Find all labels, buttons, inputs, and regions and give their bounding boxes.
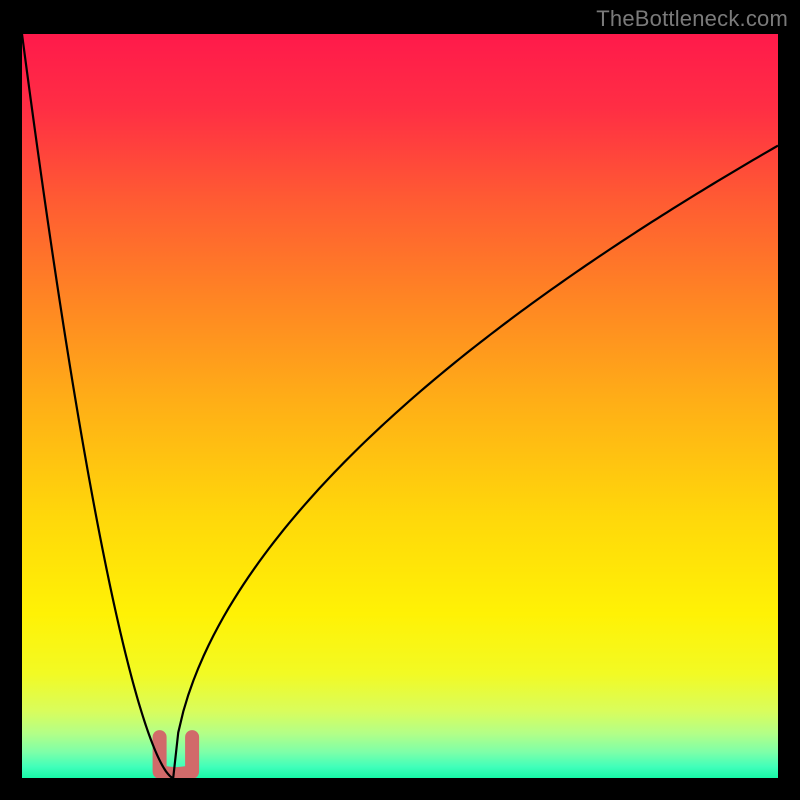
watermark-text: TheBottleneck.com xyxy=(596,6,788,32)
bottleneck-curve xyxy=(22,34,778,778)
chart-svg xyxy=(22,34,778,778)
plot-area xyxy=(22,34,778,778)
